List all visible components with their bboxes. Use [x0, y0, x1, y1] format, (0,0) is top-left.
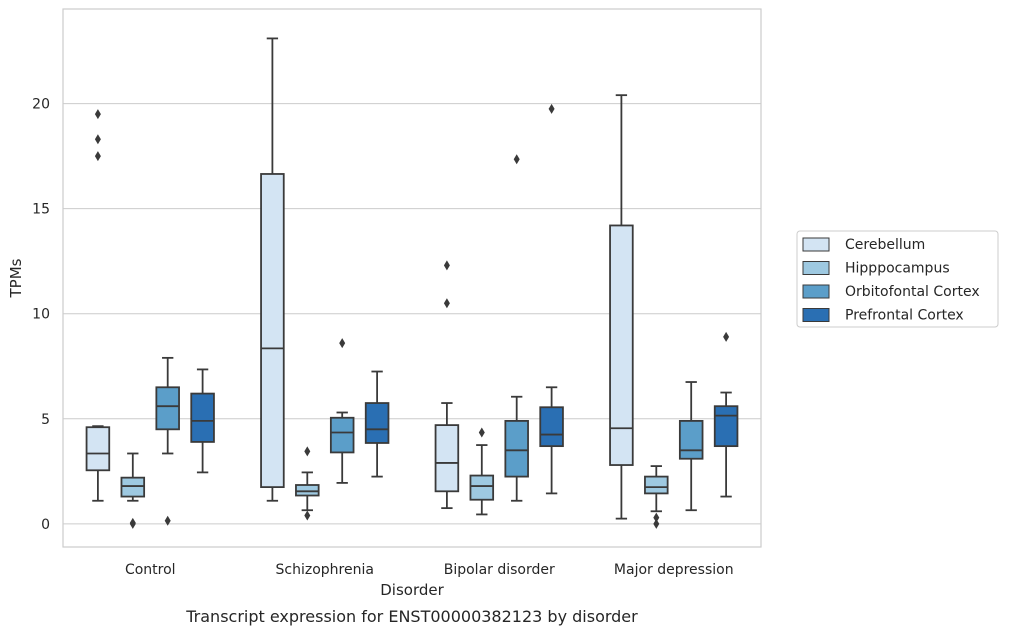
- box-body: [85, 426, 111, 472]
- legend-label: Hipppocampus: [845, 261, 950, 277]
- legend-frame: [796, 230, 999, 328]
- outlier-point: [94, 109, 101, 120]
- y-tick-label: 5: [41, 412, 50, 428]
- box-3-1: [364, 370, 390, 478]
- box-1-1: [295, 446, 320, 521]
- outlier-point: [443, 260, 450, 271]
- y-tick-label: 15: [32, 202, 50, 218]
- box-body: [469, 474, 495, 501]
- box-2-3: [678, 381, 704, 512]
- legend: Cerebellum Hipppocampus Orbitofontal Corte…: [796, 230, 999, 328]
- box-body: [155, 386, 180, 431]
- box-body: [678, 420, 704, 460]
- legend-swatch: [802, 261, 830, 275]
- x-tick-label: Bipolar disorder: [444, 562, 555, 578]
- box-1-2: [469, 427, 495, 516]
- box-body: [713, 405, 739, 448]
- box-2-0: [155, 356, 180, 526]
- plot-frame: [62, 8, 762, 548]
- boxes: [85, 37, 739, 529]
- outlier-point: [94, 151, 101, 162]
- box-0-1: [260, 37, 285, 502]
- x-tick-label: Major depression: [614, 562, 734, 578]
- box-0-0: [85, 109, 111, 502]
- box-body: [190, 392, 215, 443]
- box-3-2: [539, 103, 564, 495]
- y-tick-label: 20: [32, 97, 50, 113]
- box-body: [120, 476, 146, 498]
- box-body: [644, 475, 669, 495]
- outlier-point: [653, 512, 660, 523]
- outlier-point: [653, 518, 660, 529]
- box-3-3: [713, 331, 739, 498]
- outlier-point: [513, 154, 520, 165]
- x-tick-label: Schizophrenia: [276, 562, 374, 578]
- legend-label: Cerebellum: [845, 237, 925, 253]
- outlier-point: [94, 134, 101, 145]
- box-1-0: [120, 452, 146, 529]
- x-tick-labels: Control Schizophrenia Bipolar disorder Majo…: [125, 562, 734, 578]
- y-tick-label: 10: [32, 307, 50, 323]
- box-0-2: [434, 260, 460, 510]
- box-body: [260, 173, 285, 489]
- box-body: [504, 420, 529, 478]
- box-1-3: [644, 465, 669, 529]
- legend-label: Orbitofontal Cortex: [845, 284, 980, 300]
- legend-swatch: [802, 308, 830, 322]
- box-body: [364, 402, 390, 444]
- x-axis-label: Disorder: [380, 581, 444, 599]
- outlier-point: [478, 427, 485, 438]
- box-body: [329, 416, 355, 454]
- box-body: [295, 484, 320, 497]
- outlier-point: [548, 103, 555, 114]
- x-tick-label: Control: [125, 562, 176, 578]
- y-axis-label: TPMs: [7, 258, 25, 298]
- chart-caption: Transcript expression for ENST0000038212…: [185, 607, 638, 626]
- outlier-point: [304, 510, 311, 521]
- box-body: [434, 424, 460, 493]
- y-tick-label: 0: [41, 517, 50, 533]
- outlier-point: [443, 298, 450, 309]
- box-3-0: [190, 368, 215, 474]
- box-2-2: [504, 154, 529, 502]
- legend-swatch: [802, 284, 830, 299]
- outlier-point: [723, 331, 730, 342]
- box-0-3: [609, 94, 634, 520]
- legend-swatch: [802, 237, 830, 252]
- y-tick-labels: 0 5 10 15 20: [32, 97, 50, 533]
- gridlines: [63, 103, 761, 525]
- outlier-point: [304, 446, 311, 457]
- box-2-1: [329, 338, 355, 484]
- outlier-point: [164, 515, 171, 526]
- box-body: [609, 224, 634, 466]
- box-body: [539, 406, 564, 448]
- outlier-point: [339, 338, 346, 349]
- legend-label: Prefrontal Cortex: [845, 308, 964, 324]
- outlier-point: [129, 517, 136, 528]
